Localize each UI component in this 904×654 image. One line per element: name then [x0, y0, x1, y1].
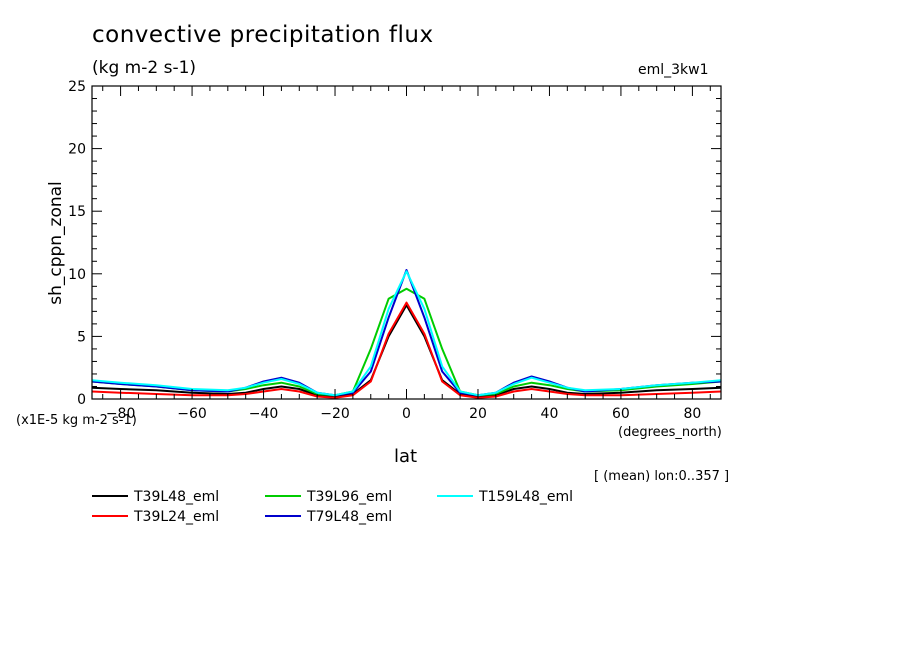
legend: T39L48_eml T39L96_eml T159L48_eml T39L24_em… [92, 489, 573, 525]
legend-label: T159L48_eml [478, 489, 573, 505]
chart-units: (kg m-2 s-1) [92, 58, 197, 78]
series-line-t159l48-eml [91, 270, 722, 397]
x-tick-label: 80 [683, 406, 701, 422]
y-tick-label: 20 [68, 142, 86, 158]
x-axis-units: (degrees_north) [618, 425, 722, 440]
plot-frame [91, 85, 722, 400]
legend-label: T79L48_eml [306, 509, 392, 525]
y-tick-label: 25 [68, 79, 86, 95]
x-tick-label: 20 [469, 406, 487, 422]
x-tick-label: −60 [177, 406, 207, 422]
mean-note: [ (mean) lon:0..357 ] [594, 469, 730, 484]
chart-title: convective precipitation flux [92, 22, 434, 48]
series-line-t39l48-eml [91, 304, 722, 398]
x-tick-label: −20 [320, 406, 350, 422]
y-tick-label: 10 [68, 267, 86, 283]
legend-label: T39L24_eml [133, 509, 219, 525]
y-tick-label: 0 [77, 392, 86, 408]
x-axis-label: lat [394, 446, 418, 467]
x-tick-label: −40 [249, 406, 279, 422]
legend-label: T39L48_eml [133, 489, 219, 505]
series-layer [91, 269, 722, 399]
legend-label: T39L96_eml [306, 489, 392, 505]
x-tick-label: 60 [612, 406, 630, 422]
series-line-t39l24-eml [91, 301, 722, 399]
ticks-layer: −80 −60 −40 −20 0 20 40 60 80 0 5 10 15 20 25 [68, 79, 721, 422]
run-id-label: eml_3kw1 [638, 62, 709, 78]
y-scale-note: (x1E-5 kg m-2 s-1) [16, 413, 137, 428]
y-tick-label: 15 [68, 204, 86, 220]
x-tick-label: −80 [106, 406, 136, 422]
y-tick-label: 5 [77, 329, 86, 345]
x-tick-label: 40 [541, 406, 559, 422]
x-tick-label: 0 [402, 406, 411, 422]
